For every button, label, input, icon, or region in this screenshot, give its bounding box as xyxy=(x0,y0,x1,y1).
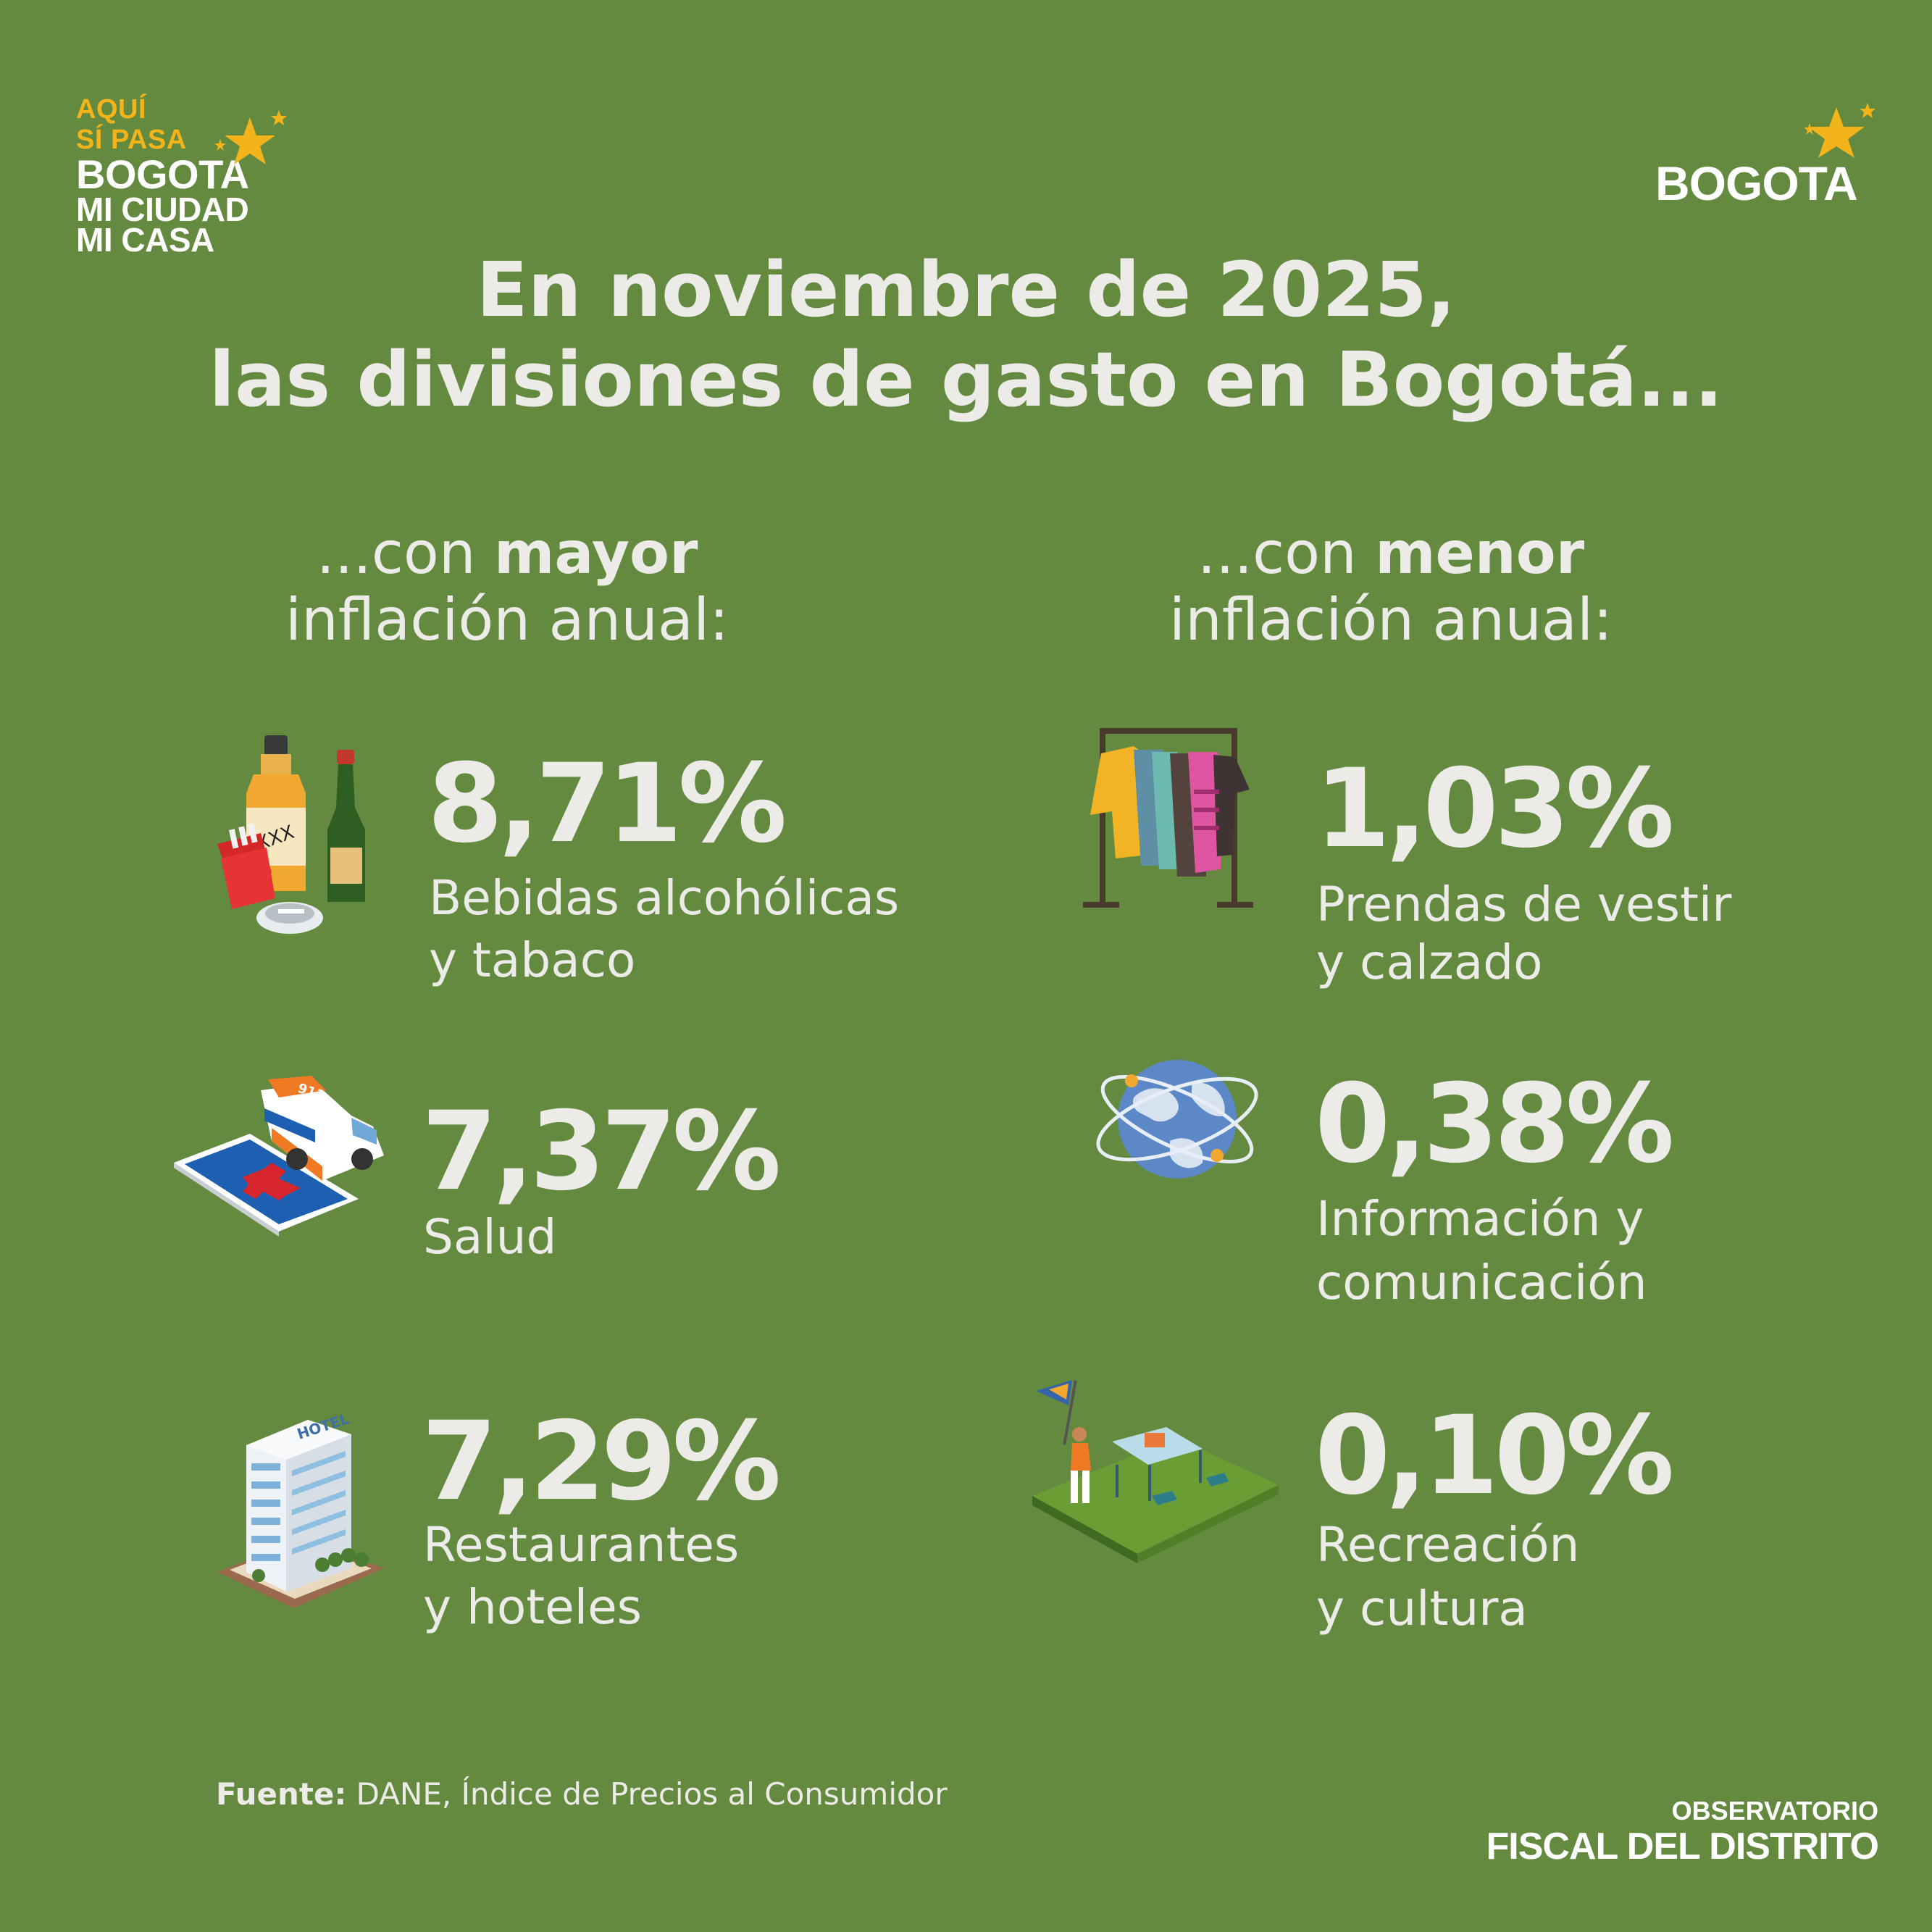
header-emphasis: menor xyxy=(1375,519,1585,587)
header-line-2: inflación anual: xyxy=(285,586,729,653)
value-restaurantes: 7,29% xyxy=(422,1399,781,1525)
label-informacion-1: Información y xyxy=(1316,1191,1644,1247)
header-prefix: ...con xyxy=(1197,519,1376,587)
page-title-line-2: las divisiones de gasto en Bogotá... xyxy=(209,335,1723,424)
ambulance-health-icon: 911 xyxy=(174,1076,384,1237)
value-recreacion: 0,10% xyxy=(1315,1393,1674,1519)
label-prendas-2: y calzado xyxy=(1316,934,1543,990)
logo-aqui-si-pasa: AQUÍ SÍ PASA BOGOTA MI CIUDAD MI CASA xyxy=(76,94,287,261)
column-header-mayor: ...con mayor inflación anual: xyxy=(217,520,797,653)
clothes-rack-icon xyxy=(1083,728,1253,908)
header-line-2: inflación anual: xyxy=(1168,586,1613,653)
org-line-1: OBSERVATORIO xyxy=(1671,1796,1878,1826)
header-prefix: ...con xyxy=(316,519,494,587)
value-informacion: 0,38% xyxy=(1315,1061,1674,1187)
logo-line-3: BOGOTA xyxy=(76,151,249,197)
org-line-2: FISCAL DEL DISTRITO xyxy=(1486,1826,1879,1868)
label-informacion-2: comunicación xyxy=(1316,1255,1647,1310)
value-prendas: 1,03% xyxy=(1315,746,1674,872)
logo-line-1: AQUÍ xyxy=(76,94,146,125)
logo-bogota: BOGOTA xyxy=(1655,101,1887,217)
label-bebidas-2: y tabaco xyxy=(429,932,636,988)
value-salud: 7,37% xyxy=(422,1089,781,1215)
label-recreacion-2: y cultura xyxy=(1316,1581,1528,1636)
logo-line-5: MI CASA xyxy=(76,221,214,259)
source-label: Fuente: xyxy=(216,1776,347,1812)
hotel-building-icon: HOTEL xyxy=(217,1410,384,1608)
page-title-line-1: En noviembre de 2025, xyxy=(476,246,1456,334)
source-note: Fuente: DANE, Índice de Precios al Consu… xyxy=(216,1776,948,1812)
star-icon xyxy=(1804,103,1875,158)
recreation-park-icon xyxy=(1032,1380,1279,1563)
logo-line-2: SÍ PASA xyxy=(76,125,187,155)
globe-network-icon xyxy=(1096,1060,1258,1179)
logo-word: BOGOTA xyxy=(1655,156,1858,210)
source-text: DANE, Índice de Precios al Consumidor xyxy=(346,1776,948,1812)
column-header-menor: ...con menor inflación anual: xyxy=(1101,520,1681,653)
label-prendas-1: Prendas de vestir xyxy=(1316,877,1732,932)
label-recreacion-1: Recreación xyxy=(1316,1517,1580,1573)
observatorio-logo: OBSERVATORIO FISCAL DEL DISTRITO xyxy=(1486,1797,1879,1868)
star-icon xyxy=(214,110,287,164)
label-restaurantes-1: Restaurantes xyxy=(423,1517,740,1573)
header-emphasis: mayor xyxy=(493,519,698,587)
label-bebidas-1: Bebidas alcohólicas xyxy=(429,870,900,926)
label-restaurantes-2: y hoteles xyxy=(423,1579,643,1635)
value-bebidas: 8,71% xyxy=(427,741,787,867)
logo-line-4: MI CIUDAD xyxy=(76,191,249,228)
label-salud-1: Salud xyxy=(423,1209,557,1265)
alcohol-tobacco-icon: XXX xyxy=(217,735,365,934)
